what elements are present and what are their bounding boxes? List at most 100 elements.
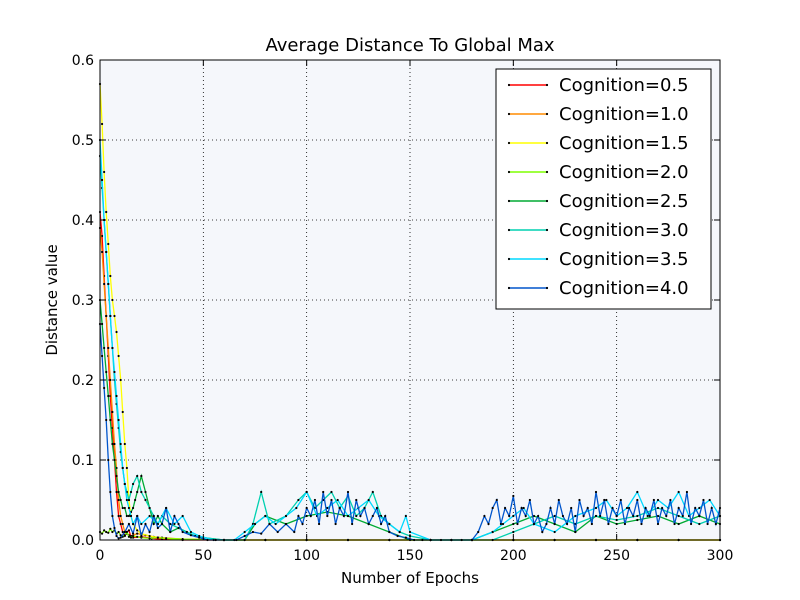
data-point (123, 530, 126, 534)
data-point (136, 490, 139, 494)
data-point (516, 522, 519, 526)
data-point (111, 514, 114, 518)
data-point (338, 506, 341, 510)
legend-marker (507, 257, 511, 261)
data-point (557, 498, 560, 502)
data-point (611, 506, 614, 510)
data-point (297, 514, 300, 518)
legend-label: Cognition=3.0 (559, 220, 689, 241)
data-point (111, 410, 114, 414)
data-point (669, 498, 672, 502)
data-point (117, 530, 120, 534)
data-point (599, 514, 602, 518)
data-point (646, 514, 649, 518)
x-tick-label: 250 (603, 548, 630, 564)
legend-marker (545, 228, 549, 232)
data-point (198, 536, 201, 539)
data-point (264, 514, 267, 518)
data-point (689, 522, 693, 526)
data-point (117, 490, 120, 494)
data-point (115, 394, 118, 398)
data-point (578, 498, 581, 502)
data-point (603, 498, 606, 502)
data-point (336, 498, 339, 502)
legend-label: Cognition=3.5 (559, 249, 689, 270)
data-point (574, 514, 577, 518)
data-point (477, 530, 480, 534)
data-point (113, 370, 116, 374)
data-point (156, 526, 159, 530)
data-point (127, 506, 131, 510)
x-axis-label: Number of Epochs (341, 569, 479, 587)
data-point (165, 506, 168, 510)
y-tick-label: 0.0 (72, 533, 94, 549)
data-point (710, 506, 713, 510)
data-point (144, 498, 147, 502)
data-point (305, 506, 308, 510)
data-point (673, 522, 676, 526)
data-point (119, 514, 122, 518)
data-point (119, 442, 122, 446)
data-point (677, 490, 680, 494)
data-point (297, 498, 300, 502)
data-point (528, 498, 531, 502)
data-point (553, 522, 556, 526)
data-point (103, 529, 106, 532)
data-point (512, 494, 515, 498)
data-point (123, 506, 126, 510)
data-point (103, 386, 106, 390)
data-point (119, 498, 122, 502)
legend-label: Cognition=4.0 (559, 278, 689, 299)
data-point (627, 506, 631, 510)
data-point (714, 522, 717, 526)
data-point (512, 522, 515, 526)
x-tick-label: 200 (500, 548, 527, 564)
data-point (173, 522, 176, 526)
data-point (105, 370, 108, 374)
data-point (144, 522, 147, 526)
x-tick-label: 0 (96, 548, 105, 564)
data-point (404, 536, 407, 539)
data-point (181, 530, 184, 534)
data-point (652, 498, 655, 502)
data-point (313, 498, 317, 502)
data-point (565, 522, 569, 526)
x-tick-label: 150 (397, 548, 424, 564)
data-point (326, 506, 329, 510)
data-point (625, 506, 629, 510)
data-point (594, 514, 598, 518)
data-point (119, 534, 122, 537)
data-point (136, 474, 139, 478)
data-point (103, 170, 106, 174)
data-point (706, 522, 709, 526)
legend-label: Cognition=1.5 (559, 133, 689, 154)
data-point (636, 518, 639, 522)
data-point (127, 535, 131, 538)
legend-box (495, 68, 712, 310)
data-point (109, 527, 112, 530)
data-point (371, 514, 374, 518)
data-point (177, 526, 180, 530)
data-point (590, 522, 593, 526)
data-point (100, 250, 104, 254)
data-point (487, 522, 490, 526)
data-point (537, 514, 540, 518)
legend-label: Cognition=2.5 (559, 191, 689, 212)
data-point (156, 536, 159, 539)
legend-marker (545, 257, 549, 261)
data-point (501, 522, 505, 526)
data-point (512, 530, 515, 534)
data-point (129, 490, 133, 494)
data-point (322, 490, 325, 494)
data-point (115, 330, 118, 334)
data-point (105, 210, 108, 214)
data-point (363, 506, 366, 510)
data-point (644, 506, 647, 510)
data-point (148, 506, 151, 510)
data-point (512, 514, 515, 518)
data-point (648, 514, 651, 518)
legend-marker (507, 112, 511, 116)
data-point (109, 490, 112, 494)
data-point (251, 530, 255, 534)
data-point (342, 514, 345, 518)
